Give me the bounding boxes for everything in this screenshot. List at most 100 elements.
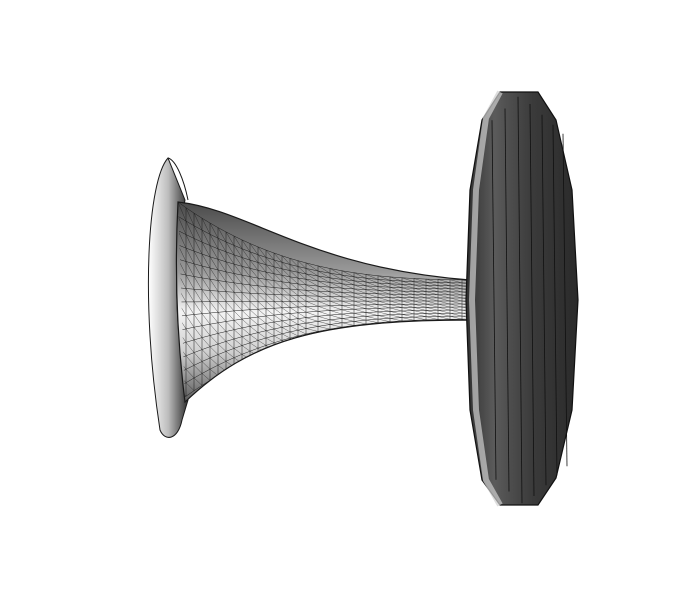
mesh-diagonal <box>425 310 439 314</box>
mesh-diagonal <box>341 313 355 318</box>
mesh-diagonal <box>201 349 211 359</box>
mesh-diagonal <box>201 289 211 302</box>
mesh-diagonal <box>281 281 291 290</box>
mesh-diagonal <box>233 254 243 267</box>
mesh-diagonal <box>401 280 415 286</box>
mesh-diagonal <box>353 313 367 317</box>
mesh-diagonal <box>377 275 391 281</box>
mesh-diagonal <box>317 270 331 278</box>
mesh-diagonal <box>225 291 235 302</box>
mesh-diagonal <box>449 294 463 299</box>
mesh-diagonal <box>241 318 251 327</box>
mesh-diagonal <box>225 231 235 246</box>
mesh-diagonal <box>297 277 307 285</box>
mesh-diagonal <box>257 293 267 302</box>
mesh-diagonal <box>201 277 211 291</box>
mesh-diagonal <box>281 327 291 333</box>
mesh-diagonal <box>305 301 319 307</box>
mesh-diagonal <box>209 234 219 249</box>
mesh-diagonal <box>401 294 415 298</box>
mesh-diagonal <box>317 290 331 297</box>
mesh-diagonal <box>185 315 195 328</box>
mesh-diagonal <box>178 216 187 235</box>
mesh-diagonal <box>317 306 331 311</box>
mesh-diagonal <box>297 272 307 280</box>
mesh-diagonal <box>273 328 283 334</box>
mesh-diagonal <box>353 321 367 325</box>
mesh-diagonal <box>273 252 283 263</box>
mesh-diagonal <box>401 290 415 295</box>
mesh-diagonal <box>413 307 427 311</box>
mesh-diagonal <box>297 266 307 275</box>
mesh-diagonal <box>389 311 403 315</box>
mesh-diagonal <box>353 288 367 294</box>
mesh-diagonal <box>317 301 331 306</box>
mesh-diagonal <box>425 303 439 308</box>
mesh-diagonal <box>389 283 403 288</box>
mesh-diagonal <box>425 278 439 283</box>
mesh-diagonal <box>317 265 331 274</box>
mesh-diagonal <box>209 279 219 292</box>
mesh-diagonal <box>281 288 291 296</box>
mesh-diagonal <box>225 241 235 255</box>
mesh-diagonal <box>281 307 291 314</box>
mesh-diagonal <box>449 309 463 314</box>
mesh-diagonal <box>365 319 379 323</box>
mesh-diagonal <box>341 309 355 314</box>
mesh-diagonal <box>249 309 259 318</box>
mesh-diagonal <box>201 241 211 257</box>
mesh-diagonal <box>413 300 427 305</box>
mesh-diagonal <box>265 286 275 295</box>
mesh-diagonal <box>329 305 343 310</box>
mesh-diagonal <box>289 276 299 285</box>
mesh-diagonal <box>365 281 379 287</box>
mesh-diagonal <box>401 304 415 308</box>
mesh-diagonal <box>289 264 299 273</box>
mesh-diagonal <box>217 290 227 302</box>
mesh-diagonal <box>297 330 307 335</box>
mesh-diagonal <box>389 290 403 295</box>
mesh-diagonal <box>305 333 319 337</box>
mesh-diagonal <box>425 294 439 299</box>
mesh-diagonal <box>209 222 219 239</box>
mesh-diagonal <box>401 297 415 302</box>
mesh-diagonal <box>257 277 267 287</box>
mesh-diagonal <box>353 280 367 286</box>
mesh-diagonal <box>449 282 463 287</box>
mesh-diagonal <box>449 285 463 290</box>
mesh-diagonal <box>225 251 235 265</box>
mesh-diagonal <box>353 284 367 290</box>
mesh-diagonal <box>249 251 259 263</box>
mesh-diagonal <box>273 287 283 295</box>
mesh-diagonal <box>265 323 275 330</box>
mesh-diagonal <box>329 296 343 302</box>
mesh-diagonal <box>273 259 283 269</box>
mesh-diagonal <box>249 284 259 294</box>
mesh-diagonal <box>365 293 379 298</box>
mesh-diagonal <box>249 317 259 325</box>
mesh-diagonal <box>217 227 227 242</box>
mesh-diagonal <box>201 218 211 235</box>
mesh-diagonal <box>273 301 283 308</box>
mesh-diagonal <box>305 273 319 282</box>
mesh-diagonal <box>265 301 275 309</box>
mesh-diagonal <box>413 304 427 308</box>
mesh-diagonal <box>257 270 267 280</box>
mesh-diagonal <box>193 289 203 302</box>
mesh-diagonal <box>401 284 415 289</box>
mesh-diagonal <box>185 274 195 290</box>
mesh-diagonal <box>437 306 451 311</box>
end-disk <box>465 90 579 507</box>
mesh-diagonal <box>365 274 379 280</box>
disk-facet-line <box>491 120 497 480</box>
mesh-diagonal <box>273 321 283 328</box>
mesh-diagonal <box>265 279 275 288</box>
mesh-diagonal <box>449 300 463 305</box>
mesh-diagonal <box>305 306 319 312</box>
mesh-diagonal <box>281 320 291 326</box>
mesh-diagonal <box>305 268 319 277</box>
mesh-diagonal <box>249 293 259 302</box>
mesh-diagonal <box>377 308 391 312</box>
mesh-diagonal <box>317 295 331 302</box>
mesh-diagonal <box>377 297 391 302</box>
